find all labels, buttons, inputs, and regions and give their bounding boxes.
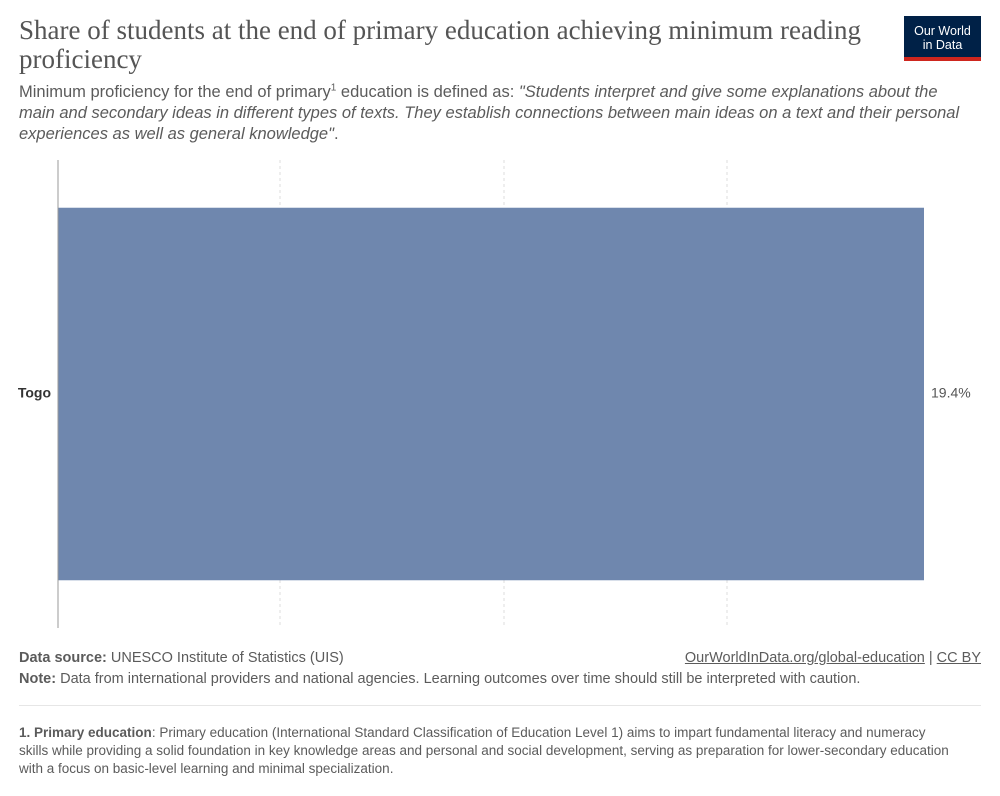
bar-togo xyxy=(58,207,924,581)
chart-footer: Data source: UNESCO Institute of Statist… xyxy=(19,648,981,690)
data-source-label: Data source: xyxy=(19,650,107,666)
footnote-marker[interactable]: 1 xyxy=(330,82,337,94)
note-label: Note: xyxy=(19,671,57,687)
footnote: 1. Primary education: Primary education … xyxy=(19,724,949,778)
subtitle-quote: "Students interpret and give some explan… xyxy=(19,83,960,143)
link-separator: | xyxy=(924,650,937,666)
footnote-label: 1. Primary education xyxy=(19,725,152,740)
source-links: OurWorldInData.org/global-education | CC… xyxy=(685,648,981,669)
logo-line-2: in Data xyxy=(922,38,963,52)
owid-logo[interactable]: Our World in Data xyxy=(904,16,981,61)
owid-source-link[interactable]: OurWorldInData.org/global-education xyxy=(684,650,925,666)
logo-line-1: Our World xyxy=(914,24,971,38)
data-source: Data source: UNESCO Institute of Statist… xyxy=(19,648,344,669)
chart-subtitle: Minimum proficiency for the end of prima… xyxy=(19,82,964,145)
data-source-text: UNESCO Institute of Statistics (UIS) xyxy=(106,650,344,666)
license-link[interactable]: CC BY xyxy=(936,650,981,666)
chart-title: Share of students at the end of primary … xyxy=(19,15,862,74)
footer-divider xyxy=(19,705,981,706)
category-label-togo: Togo xyxy=(18,385,51,401)
subtitle-mid: education is defined as: xyxy=(336,83,519,101)
subtitle-end: . xyxy=(333,125,339,143)
subtitle-prefix: Minimum proficiency for the end of prima… xyxy=(19,83,331,101)
note: Note: Data from international providers … xyxy=(19,669,981,690)
note-text: Data from international providers and na… xyxy=(56,671,861,687)
bar-chart: Togo 19.4% xyxy=(18,160,971,628)
value-label-togo: 19.4% xyxy=(931,385,971,401)
footnote-text: : Primary education (International Stand… xyxy=(19,725,949,776)
